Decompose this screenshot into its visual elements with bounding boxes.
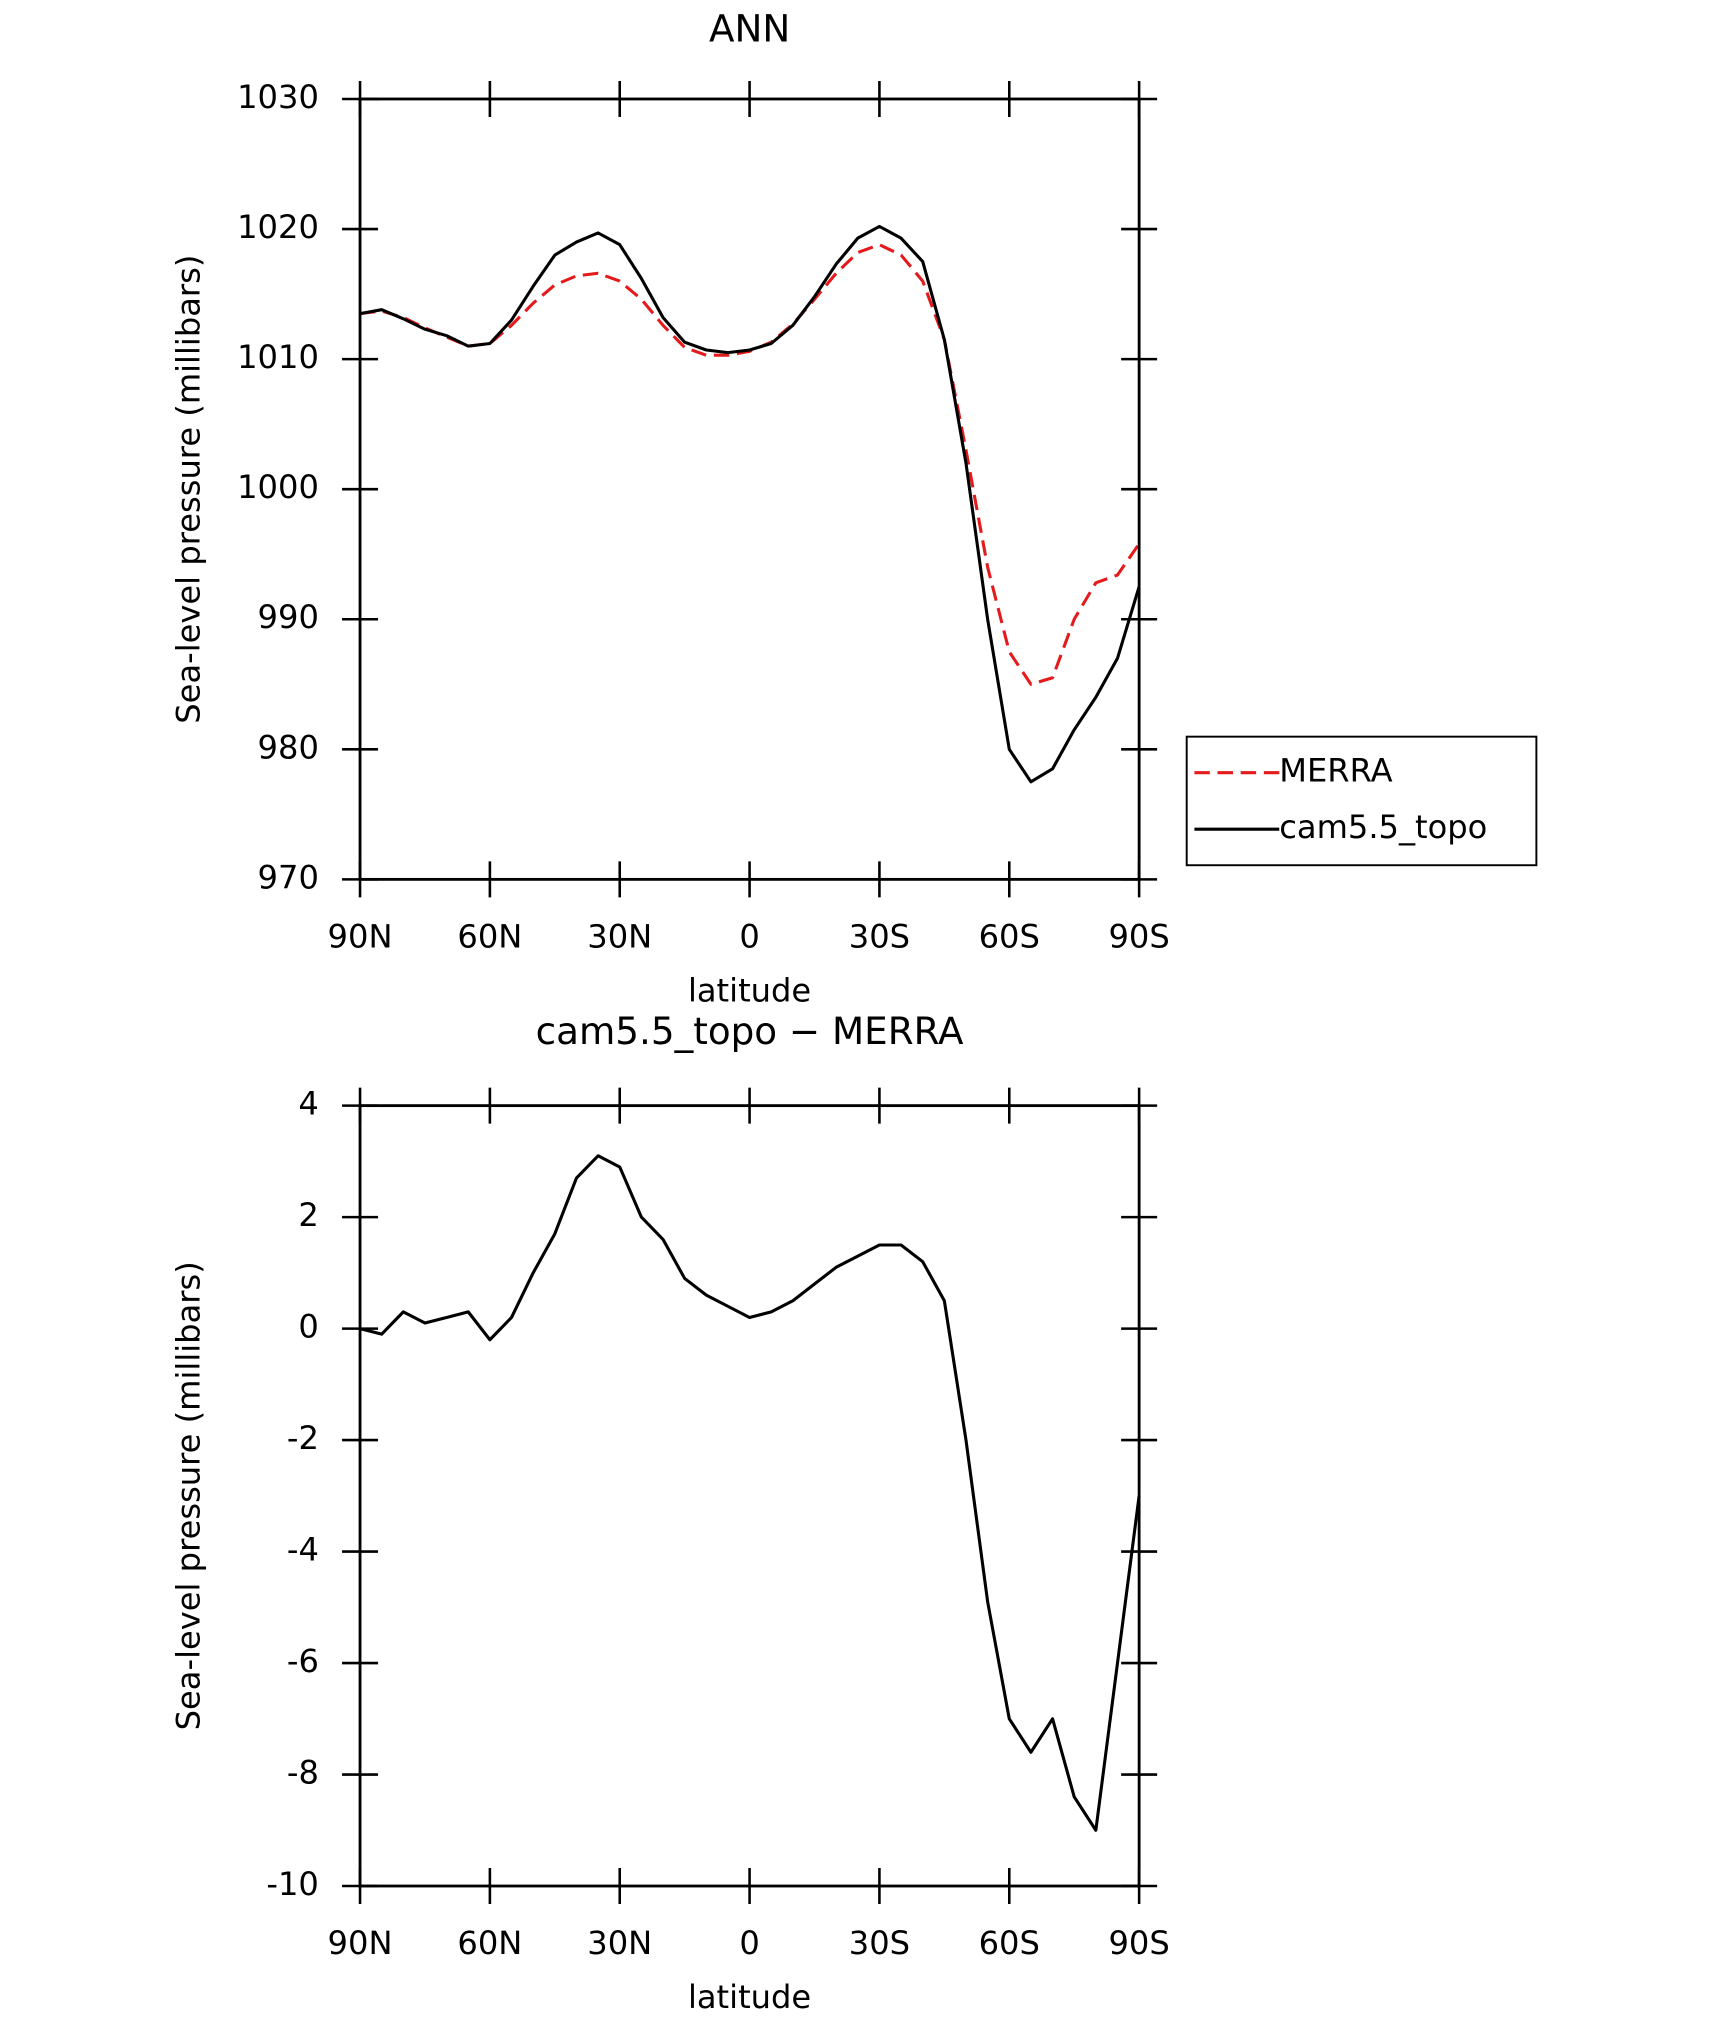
- x-tick-label: 30S: [849, 918, 910, 956]
- x-tick-label: 0: [739, 918, 759, 956]
- x-tick-label: 30N: [587, 918, 652, 956]
- x-tick-label: 30N: [587, 1924, 652, 1962]
- y-tick-label: 970: [258, 858, 319, 896]
- x-tick-label: 60N: [457, 918, 522, 956]
- y-tick-label: 0: [298, 1308, 318, 1346]
- y-tick-label: 1020: [237, 208, 319, 246]
- y-axis-label: Sea-level pressure (millibars): [169, 1261, 207, 1730]
- y-axis-label: Sea-level pressure (millibars): [169, 255, 207, 724]
- x-tick-label: 60S: [979, 1924, 1040, 1962]
- y-tick-label: -2: [287, 1419, 319, 1457]
- x-axis-label: latitude: [688, 972, 811, 1010]
- x-tick-label: 90S: [1108, 1924, 1169, 1962]
- y-tick-label: -6: [287, 1642, 319, 1680]
- x-tick-label: 60N: [457, 1924, 522, 1962]
- x-tick-label: 30S: [849, 1924, 910, 1962]
- x-tick-label: 90N: [328, 918, 393, 956]
- y-tick-label: -8: [287, 1754, 319, 1792]
- chart-title: ANN: [709, 6, 790, 50]
- series-line: [359, 1154, 1141, 1832]
- x-tick-label: 60S: [979, 918, 1040, 956]
- plot-frame: [358, 97, 1141, 881]
- y-tick-label: -4: [287, 1531, 319, 1569]
- series-line: [359, 243, 1141, 686]
- y-tick-label: 1000: [237, 468, 319, 506]
- legend-label: MERRA: [1279, 752, 1392, 790]
- y-tick-label: 990: [258, 598, 319, 636]
- x-axis-label: latitude: [688, 1978, 811, 2016]
- y-tick-label: 2: [298, 1196, 318, 1234]
- chart-title: cam5.5_topo − MERRA: [536, 1009, 964, 1053]
- y-tick-label: 1030: [237, 78, 319, 116]
- series-line: [359, 224, 1141, 784]
- legend-box: [1185, 735, 1538, 867]
- x-tick-label: 90N: [328, 1924, 393, 1962]
- y-tick-label: 1010: [237, 338, 319, 376]
- y-tick-label: -10: [266, 1865, 318, 1903]
- legend: MERRA cam5.5_topo: [1185, 735, 1538, 867]
- y-tick-label: 4: [298, 1085, 318, 1123]
- plot-frame: [358, 1104, 1141, 1888]
- y-tick-label: 980: [258, 728, 319, 766]
- x-tick-label: 90S: [1108, 918, 1169, 956]
- legend-label: cam5.5_topo: [1279, 808, 1487, 846]
- x-tick-label: 0: [739, 1924, 759, 1962]
